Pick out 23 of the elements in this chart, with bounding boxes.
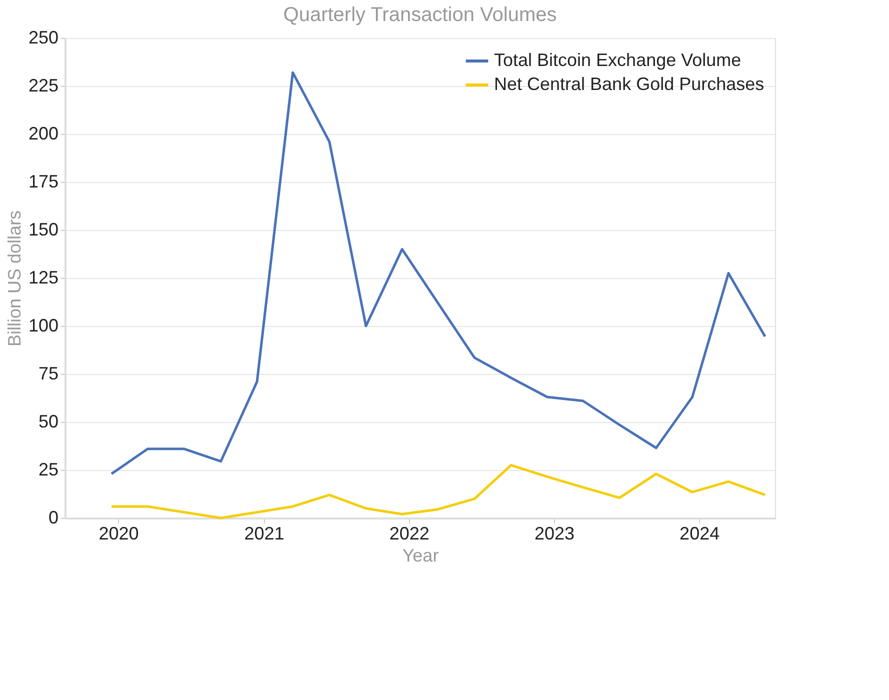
legend-label: Net Central Bank Gold Purchases <box>494 74 764 94</box>
x-tick-label: 2021 <box>244 524 284 544</box>
y-tick-label: 125 <box>28 268 58 288</box>
y-tick-label: 225 <box>28 76 58 96</box>
chart-title: Quarterly Transaction Volumes <box>283 4 557 26</box>
line-series <box>110 464 766 520</box>
y-tick-label: 50 <box>38 412 58 432</box>
y-tick-label: 250 <box>28 28 58 48</box>
y-tick-label: 150 <box>28 220 58 240</box>
y-tick-label: 0 <box>48 508 58 528</box>
x-tick-label: 2020 <box>98 524 139 544</box>
x-axis-title: Year <box>402 546 439 566</box>
y-tick-label: 175 <box>28 172 58 192</box>
x-tick-label: 2024 <box>680 524 720 544</box>
legend-label: Total Bitcoin Exchange Volume <box>494 50 742 70</box>
y-tick-label: 200 <box>28 124 58 144</box>
y-axis-title: Billion US dollars <box>4 210 24 347</box>
y-tick-label: 25 <box>38 460 58 480</box>
line-series <box>110 71 766 476</box>
x-tick-label: 2023 <box>534 524 574 544</box>
y-tick-label: 100 <box>28 316 58 336</box>
y-tick-label: 75 <box>38 364 58 384</box>
x-tick-label: 2022 <box>389 524 430 544</box>
